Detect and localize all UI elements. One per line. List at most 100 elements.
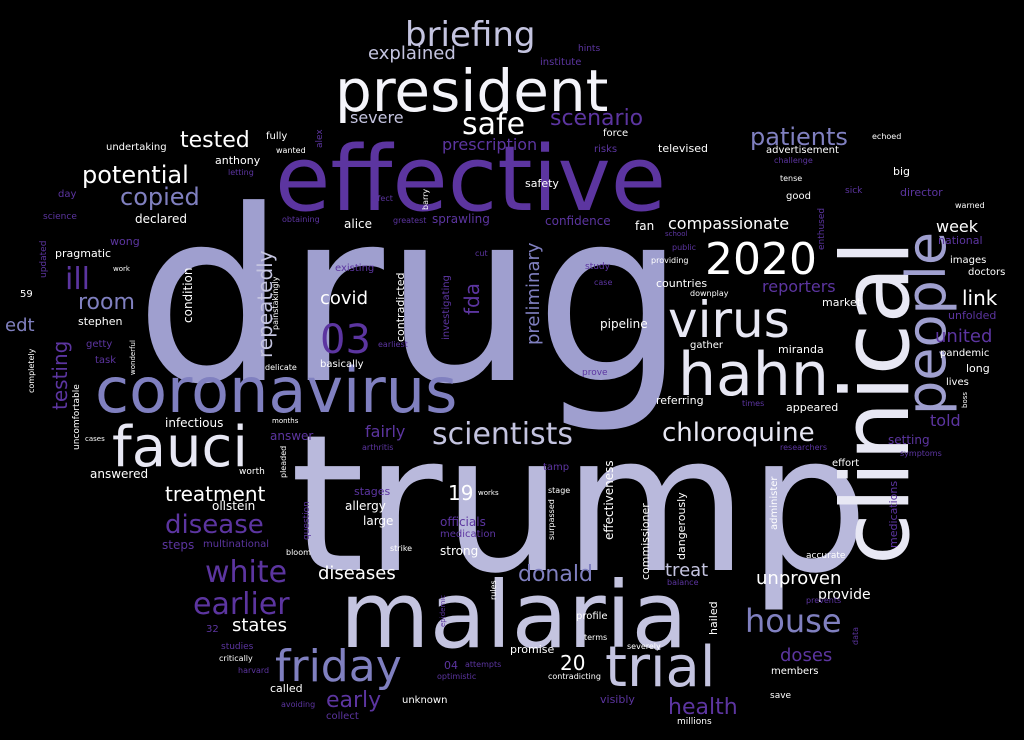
word-times: times (742, 399, 765, 408)
word-echoed: echoed (872, 132, 902, 141)
word-risks: risks (594, 144, 618, 155)
word-room: room (78, 290, 135, 315)
word-drug: drug (135, 160, 686, 437)
word-miranda: miranda (778, 343, 824, 356)
word-national: national (938, 234, 983, 247)
word-terms: terms (584, 633, 608, 642)
word-prove: prove (582, 368, 608, 378)
word-avoiding: avoiding (281, 700, 316, 709)
word-united: united (935, 326, 993, 347)
word-good: good (786, 191, 811, 202)
word-worth: worth (239, 467, 265, 477)
word-visibly: visibly (600, 693, 635, 706)
word-epidemic: epidemic (439, 594, 447, 627)
word-contradicted: contradicted (394, 272, 407, 342)
word-potential: potential (82, 161, 189, 189)
word-hahn: hahn (678, 340, 829, 410)
word-prescription: prescription (442, 135, 538, 154)
word-collect: collect (326, 711, 359, 722)
word-completely: completely (27, 348, 36, 393)
word-scenario: scenario (550, 106, 644, 131)
word-lives: lives (946, 377, 969, 388)
word-19: 19 (448, 481, 474, 505)
word-market: market (822, 296, 862, 309)
word-compassionate: compassionate (668, 214, 790, 233)
word-getty: getty (86, 339, 113, 350)
word-millions: millions (677, 717, 712, 727)
word-patients: patients (750, 123, 848, 151)
word-virus: virus (668, 291, 790, 349)
word-white: white (205, 555, 288, 590)
word-sick: sick (845, 186, 863, 196)
word-tested: tested (180, 128, 250, 153)
word-uncomfortable: uncomfortable (72, 384, 82, 450)
word-infectious: infectious (165, 416, 224, 430)
word-04: 04 (444, 659, 458, 672)
word-administer: administer (769, 476, 780, 530)
word-multinational: multinational (203, 539, 270, 550)
word-diseases: diseases (318, 563, 396, 584)
word-hints: hints (578, 44, 601, 54)
word-stage: stage (548, 486, 571, 495)
word-week: week (936, 217, 979, 236)
word-science: science (43, 212, 77, 222)
word-long: long (966, 362, 990, 375)
word-fully: fully (266, 131, 288, 142)
word-dangerously: dangerously (675, 492, 688, 560)
word-public: public (672, 243, 697, 252)
word-59: 59 (20, 289, 33, 300)
word-wanted: wanted (276, 146, 306, 155)
word-copied: copied (120, 183, 200, 211)
word-earliest: earliest (378, 340, 408, 349)
word-school: school (665, 230, 688, 238)
word-institute: institute (540, 57, 582, 68)
word-case: case (594, 278, 613, 287)
word-unproven: unproven (756, 568, 842, 589)
word-setting: setting (888, 433, 930, 447)
word-advertisement: advertisement (766, 145, 839, 156)
word-malaria: malaria (340, 562, 688, 669)
word-briefing: briefing (405, 15, 536, 55)
word-severely: severely (627, 642, 661, 651)
word-balance: balance (667, 578, 699, 587)
word-medication: medication (440, 529, 496, 540)
word-strike: strike (390, 544, 413, 553)
word-stephen: stephen (78, 315, 123, 328)
word-study: study (585, 262, 610, 272)
word-critically: critically (219, 654, 253, 663)
word-contradicting: contradicting (548, 672, 601, 681)
word-health: health (668, 695, 738, 720)
word-basically: basically (320, 359, 364, 370)
word-attempts: attempts (465, 660, 502, 669)
word-tamp: tamp (543, 462, 570, 473)
word-chloroquine: chloroquine (662, 418, 815, 448)
word-gather: gather (690, 340, 723, 351)
word-painstakingly: painstakingly (271, 276, 280, 330)
word-ill: ill (65, 262, 91, 297)
word-effective: effective (275, 127, 667, 232)
word-downplay: downplay (690, 289, 729, 298)
word-link: link (962, 286, 998, 310)
word-challenge: challenge (774, 156, 813, 165)
word-strong: strong (440, 544, 479, 558)
word-fan: fan (635, 219, 655, 233)
word-alice: alice (344, 217, 373, 231)
word-months: months (272, 417, 299, 425)
word-answer: answer (270, 429, 314, 443)
word-accurate: accurate (806, 551, 846, 561)
word-doctors: doctors (968, 267, 1006, 278)
word-investigating: investigating (441, 275, 452, 340)
word-scientists: scientists (432, 417, 574, 452)
word-surpassed: surpassed (547, 499, 556, 540)
word-pragmatic: pragmatic (55, 247, 112, 260)
word-allergy: allergy (345, 499, 386, 513)
word-rules: rules (489, 580, 498, 600)
word-profile: profile (576, 611, 608, 622)
word-providing: providing (651, 256, 689, 265)
word-03: 03 (320, 317, 371, 363)
word-coronavirus: coronavirus (95, 354, 458, 427)
word-pandemic: pandemic (940, 348, 990, 359)
word-called: called (270, 682, 303, 695)
word-trial: trial (605, 635, 716, 700)
